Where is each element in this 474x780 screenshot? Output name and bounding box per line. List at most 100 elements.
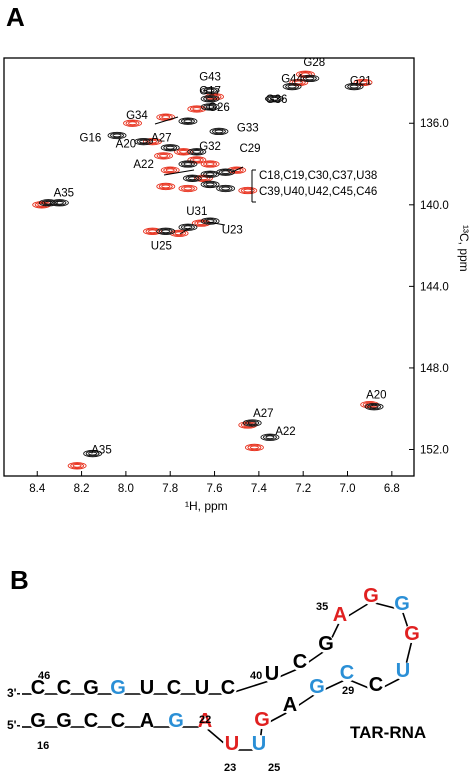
number-35: 35 (316, 601, 328, 613)
peak-black (200, 217, 220, 225)
peak-label: G26 (208, 102, 230, 114)
peak-red (143, 137, 162, 146)
nucleotide-upper-stem-5: G (254, 709, 270, 731)
number-46: 46 (38, 670, 50, 682)
nucleotide-upper-stem-3: C (293, 651, 307, 673)
x-tick-label: 7.2 (295, 483, 311, 495)
number-16: 16 (37, 740, 49, 752)
x-axis-label: ¹H, ppm (185, 499, 228, 513)
nucleotide-bottom: C (111, 710, 125, 732)
peak-label: U31 (186, 206, 207, 218)
nucleotide-top: U (195, 677, 209, 699)
x-tick-label: 8.2 (74, 483, 90, 495)
five-prime-label: 5'- (7, 718, 21, 732)
peak-label: A22 (133, 159, 153, 171)
peak-label: A27 (151, 133, 171, 145)
y-tick-label: 152.0 (420, 444, 449, 456)
nucleotide-bulge: U (225, 733, 239, 755)
number-40: 40 (250, 670, 262, 682)
three-prime-label: 3'- (7, 686, 21, 700)
peak-label: A20 (116, 139, 136, 151)
strand-end-labels: 3'- 5'- (7, 686, 21, 732)
peak-black (282, 82, 302, 91)
nucleotide-loop: G (404, 623, 420, 645)
peak-red (156, 182, 176, 191)
position-numbers: 46 16 40 22 23 25 29 35 (37, 601, 354, 774)
peak-label: G43 (199, 71, 221, 83)
peak-black (260, 433, 280, 441)
peak-black (216, 184, 236, 193)
peak-black (182, 174, 202, 182)
assignment-arrows (154, 116, 244, 235)
peak-black (160, 144, 180, 152)
peak-label: A22 (275, 426, 295, 438)
peak-black (107, 131, 127, 140)
x-tick-label: 8.4 (29, 483, 46, 495)
peak-red (160, 166, 180, 174)
nucleotide-top: G (110, 677, 126, 699)
peak-red (154, 152, 174, 160)
nucleotide-upper-stem-3: U (265, 663, 279, 685)
peak-contours (32, 70, 384, 470)
nucleotide-loop: U (396, 660, 410, 682)
peak-black (364, 403, 384, 411)
peak-black (344, 82, 364, 91)
peak-black (83, 449, 103, 458)
peak-red (200, 160, 220, 168)
nucleotide-upper-stem-5: A (283, 694, 297, 716)
peak-label: G17 (199, 86, 221, 98)
bracket-line-1: C18,C19,C30,C37,U38 (259, 170, 377, 182)
peak-label: U25 (151, 241, 172, 253)
nucleotide-top: C (221, 677, 235, 699)
peak-black (156, 227, 176, 235)
peak-black (209, 127, 229, 136)
peak-black (242, 419, 262, 427)
y-tick-label: 140.0 (420, 200, 449, 212)
nucleotide-bottom: G (56, 710, 72, 732)
peak-black (187, 148, 207, 156)
nucleotide-upper-stem-5: C (340, 662, 354, 684)
y-tick-label: 136.0 (420, 118, 449, 130)
nucleotide-top: C (31, 677, 45, 699)
nucleotide-upper-stem-3: G (318, 633, 334, 655)
peak-black (38, 199, 58, 207)
peak-red (244, 443, 264, 452)
peak-label: G21 (350, 76, 372, 88)
peak-label: G16 (80, 133, 102, 145)
peak-red (67, 462, 87, 470)
peak-black (200, 170, 220, 178)
x-tick-label: 8.0 (118, 483, 134, 495)
nucleotide-loop: G (363, 585, 379, 607)
panel-label-b: B (10, 565, 29, 595)
peak-label: G33 (237, 122, 259, 134)
peak-label: G34 (126, 110, 148, 122)
rna-title: TAR-RNA (350, 723, 426, 742)
peak-label: U23 (222, 224, 243, 236)
y-axis-label: ¹³C, ppm (457, 225, 471, 272)
x-tick-label: 7.6 (207, 483, 223, 495)
nucleotide-bulge: U (252, 733, 266, 755)
nucleotide-bottom: A (140, 710, 154, 732)
peak-label: A35 (91, 445, 111, 457)
nucleotide-top: C (167, 677, 181, 699)
nmr-spectrum: 8.4 8.2 8.0 7.8 7.6 7.4 7.2 7.0 6.8 136.0 140.0 14… (3, 57, 471, 513)
peak-label: G44 (281, 73, 303, 85)
peak-black (200, 103, 220, 111)
peak-black (200, 180, 220, 189)
x-tick-label: 7.4 (251, 483, 268, 495)
nucleotide-top: U (140, 677, 154, 699)
nucleotide-loop: A (333, 604, 347, 626)
peak-black (49, 199, 69, 207)
peak-black (134, 137, 154, 146)
number-23: 23 (224, 762, 236, 774)
peak-label: A20 (366, 390, 386, 402)
peak-black (178, 117, 198, 125)
peak-label: G32 (199, 141, 221, 153)
peak-black (200, 95, 220, 103)
plot-frame (3, 57, 415, 477)
panel-label-a: A (6, 2, 25, 32)
peak-black (178, 160, 198, 168)
nucleotide-upper-stem-5: G (309, 676, 325, 698)
x-tick-label: 7.8 (162, 483, 178, 495)
